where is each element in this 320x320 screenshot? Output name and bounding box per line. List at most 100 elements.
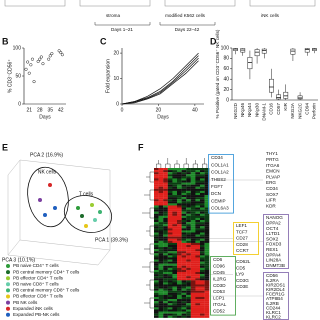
heatmap-cell: [181, 251, 187, 254]
heatmap-cell: [177, 174, 182, 177]
heatmap-cell: [195, 180, 201, 183]
heatmap-cell: [154, 272, 159, 275]
gene-label: CD62L: [236, 259, 251, 264]
heatmap-cell: [204, 186, 210, 189]
legend-swatch: [6, 288, 10, 293]
heatmap-cell: [172, 282, 178, 285]
heatmap-cell: [186, 286, 191, 289]
gene-label: CD3E: [236, 284, 248, 289]
heatmap-cell: [204, 220, 210, 223]
heatmap-cell: [177, 255, 182, 258]
heatmap-cell: [200, 294, 205, 298]
heatmap-cell: [158, 174, 164, 177]
heatmap-cell: [204, 244, 210, 248]
heatmap-cell: [190, 215, 196, 219]
heatmap-cell: [195, 228, 201, 231]
gene-label: CEMIP: [211, 198, 226, 203]
heatmap-cell: [167, 209, 173, 212]
heatmap-cell: [186, 247, 191, 250]
heatmap-cell: [181, 301, 187, 304]
gene-label: CD244: [266, 305, 281, 310]
heatmap-cell: [154, 247, 159, 250]
heatmap-cell: [195, 186, 201, 189]
heatmap-cell: [186, 240, 191, 243]
heatmap-cell: [167, 224, 173, 227]
heatmap-cell: [158, 280, 164, 283]
heatmap-cell: [154, 311, 159, 314]
heatmap-cell: [200, 172, 205, 175]
pca-point: [93, 218, 97, 222]
heatmap-cell: [163, 315, 168, 318]
heatmap-cell: [172, 180, 178, 183]
heatmap-cell: [204, 199, 210, 202]
heatmap-cell: [190, 244, 196, 248]
x-tick-label: NKG2D: [233, 102, 238, 119]
heatmap-cell: [204, 255, 210, 258]
heatmap-cell: [181, 213, 187, 216]
y-tick-label: 0: [226, 97, 229, 103]
heatmap-cell: [172, 309, 178, 312]
heatmap-cell: [195, 178, 201, 181]
heatmap-cell: [163, 170, 168, 173]
heatmap-cell: [167, 276, 173, 279]
pca-point: [80, 214, 84, 218]
heatmap-cell: [200, 274, 205, 277]
heatmap-cell: [154, 309, 159, 312]
timeline-text: modified K562 cells: [165, 13, 206, 18]
heatmap-cell: [200, 305, 205, 308]
heatmap-cell: [200, 203, 205, 206]
heatmap-cell: [172, 269, 178, 273]
heatmap-cell: [172, 207, 178, 210]
heatmap-cell: [204, 278, 210, 281]
heatmap-cell: [167, 234, 173, 237]
pca-point: [98, 210, 102, 214]
heatmap-cell: [195, 201, 201, 204]
heatmap-cell: [186, 249, 191, 252]
heatmap-cell: [163, 186, 168, 189]
heatmap-cell: [200, 188, 205, 191]
gene-label: ATP8B4: [266, 296, 283, 301]
gene-label: IL2RB: [266, 301, 279, 306]
x-tick-label: KIR: [283, 102, 288, 110]
x-axis-label: Days: [157, 114, 169, 120]
heatmap-cell: [177, 195, 182, 198]
heatmap-cell: [154, 242, 159, 246]
series-line: [121, 55, 199, 105]
heatmap-cell: [190, 213, 196, 216]
heatmap-cell: [167, 228, 173, 231]
heatmap-cell: [154, 288, 159, 291]
heatmap-cell: [158, 180, 164, 183]
heatmap-cell: [163, 199, 168, 202]
heatmap-cell: [190, 247, 196, 250]
heatmap-cell: [167, 315, 173, 318]
heatmap-cell: [200, 174, 205, 177]
heatmap-cell: [167, 222, 173, 225]
heatmap-cell: [154, 307, 159, 310]
bracket: [94, 22, 151, 26]
heatmap-cell: [158, 307, 164, 310]
heatmap-cell: [167, 188, 173, 191]
heatmap-cell: [200, 278, 205, 281]
heatmap-cell: [190, 255, 196, 258]
heatmap-cell: [200, 299, 205, 302]
heatmap-cell: [190, 176, 196, 179]
heatmap-cell: [200, 272, 205, 275]
heatmap-cell: [181, 265, 187, 268]
heatmap-cell: [200, 259, 205, 262]
heatmap-cell: [167, 168, 173, 171]
heatmap-cell: [163, 168, 168, 171]
heatmap-cell: [200, 290, 205, 293]
heatmap-cell: [172, 174, 178, 177]
heatmap-cell: [190, 180, 196, 183]
heatmap-cell: [163, 203, 168, 206]
heatmap-cell: [186, 242, 191, 246]
bracket: [159, 22, 216, 26]
heatmap-cell: [177, 190, 182, 194]
heatmap-cell: [172, 197, 178, 200]
heatmap-cell: [186, 280, 191, 283]
heatmap-cell: [177, 294, 182, 298]
heatmap-cell: [158, 255, 164, 258]
heatmap-cell: [195, 244, 201, 248]
heatmap-cell: [172, 259, 178, 262]
heatmap-cell: [158, 209, 164, 212]
